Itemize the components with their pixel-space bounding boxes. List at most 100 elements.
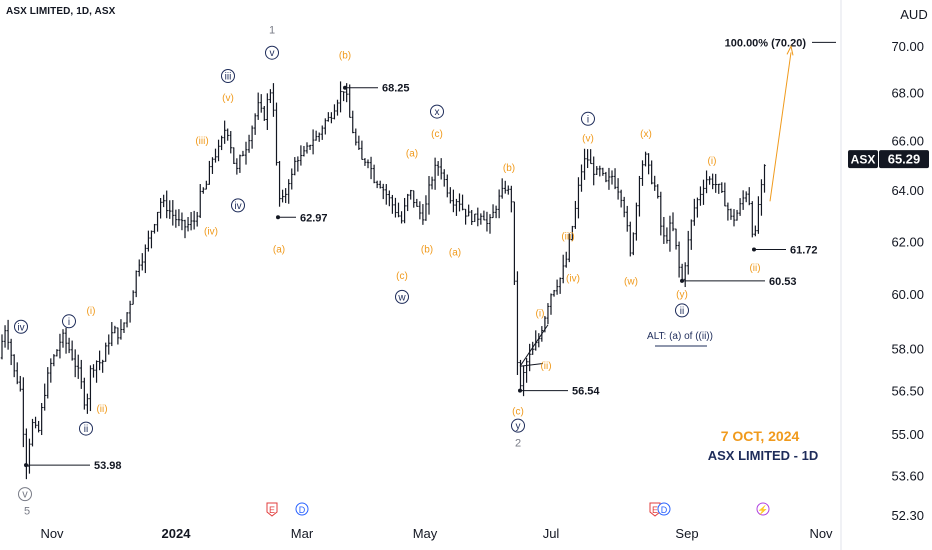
- ohlc-bar: [723, 182, 727, 207]
- wave-label: (v): [582, 134, 594, 145]
- wave-label: (c): [396, 271, 408, 282]
- ohlc-bar: [67, 337, 71, 354]
- ohlc-bar: [116, 327, 120, 345]
- ohlc-bar: [586, 149, 589, 169]
- ohlc-bar: [760, 179, 763, 216]
- ohlc-bar: [238, 154, 242, 173]
- split-event-icon[interactable]: [756, 502, 770, 516]
- ohlc-bar: [357, 135, 361, 150]
- ohlc-bar: [488, 214, 492, 234]
- wave-label: (w): [624, 276, 638, 287]
- ohlc-bar: [171, 200, 175, 226]
- ohlc-bar: [15, 362, 19, 385]
- earnings-event-icon[interactable]: [649, 502, 661, 517]
- ohlc-bar: [345, 83, 348, 103]
- ohlc-bar: [708, 176, 711, 185]
- ohlc-bar: [278, 161, 281, 207]
- level-dot: [343, 85, 347, 90]
- ohlc-bar: [577, 177, 580, 219]
- ohlc-bar: [461, 194, 464, 211]
- earnings-event-icon[interactable]: [266, 502, 278, 517]
- ohlc-bar: [0, 334, 4, 360]
- ohlc-bar: [98, 350, 101, 371]
- ohlc-bar: [610, 170, 614, 185]
- ohlc-bar: [28, 438, 31, 474]
- ohlc-bar: [754, 225, 757, 237]
- wave-label: (a): [449, 247, 461, 258]
- wave-label: (a): [406, 148, 418, 159]
- ohlc-bar: [635, 202, 638, 241]
- wave-label: (b): [421, 245, 433, 256]
- ohlc-bar: [293, 157, 297, 176]
- ohlc-bar: [317, 132, 321, 142]
- ohlc-bar: [491, 204, 495, 219]
- ohlc-bar: [561, 254, 565, 284]
- x-tick-label: Nov: [809, 526, 833, 541]
- level-label: 61.72: [790, 245, 818, 257]
- ohlc-bar: [528, 343, 531, 372]
- ohlc-bar: [366, 159, 370, 169]
- ohlc-bar: [22, 377, 25, 448]
- wave-label: iv: [17, 322, 24, 333]
- ohlc-bar: [381, 183, 385, 200]
- wave-label: i: [68, 317, 70, 328]
- ohlc-bar: [61, 329, 65, 348]
- wave-label: (b): [503, 163, 515, 174]
- ohlc-bar: [638, 175, 641, 217]
- ohlc-bar: [311, 129, 315, 155]
- y-tick-label: 64.00: [891, 183, 924, 198]
- wave-label: 1: [269, 24, 275, 36]
- ohlc-bar: [717, 183, 721, 194]
- y-tick-label: 66.00: [891, 134, 924, 149]
- ohlc-bar: [128, 300, 132, 323]
- ohlc-bar: [439, 158, 443, 180]
- ohlc-bar: [680, 263, 684, 282]
- ohlc-bar: [552, 289, 556, 297]
- wave-label: (ii): [96, 404, 107, 415]
- ohlc-bar: [589, 149, 592, 165]
- wave-label-circle: [511, 418, 525, 433]
- ohlc-bar: [741, 190, 745, 210]
- wave-label: w: [397, 292, 406, 303]
- ohlc-bar: [165, 190, 168, 219]
- ohlc-bar: [732, 209, 736, 227]
- ohlc-bar: [503, 180, 507, 194]
- ohlc-bar: [64, 327, 68, 354]
- ohlc-bar: [629, 221, 632, 257]
- dividend-event-icon[interactable]: [295, 502, 309, 516]
- ohlc-bar: [568, 233, 571, 263]
- ohlc-bar: [394, 197, 397, 218]
- wave-label: (b): [339, 51, 351, 62]
- ohlc-bar: [616, 178, 620, 200]
- wave-label-circle: [18, 487, 32, 502]
- ohlc-bar: [342, 91, 345, 102]
- wave-label-circle: [221, 69, 235, 84]
- y-tick-label: 53.60: [891, 468, 924, 483]
- ohlc-bar: [330, 112, 333, 124]
- ohlc-bar: [101, 359, 104, 373]
- level-label: 60.53: [769, 276, 797, 288]
- y-tick-label: 58.00: [891, 342, 924, 357]
- ohlc-bar: [229, 131, 233, 154]
- wave-label: iv: [234, 201, 241, 212]
- ohlc-bar: [134, 270, 138, 298]
- ohlc-bar: [656, 184, 660, 199]
- ohlc-bar: [256, 92, 260, 120]
- ohlc-bar: [180, 212, 184, 231]
- wave-label: ii: [84, 424, 88, 435]
- ohlc-bar: [86, 393, 89, 414]
- ohlc-bar: [452, 189, 455, 213]
- ohlc-bar: [751, 201, 754, 238]
- ohlc-bar: [162, 194, 165, 208]
- ohlc-bar: [223, 120, 226, 144]
- event-icon-letter: ⚡: [757, 504, 768, 516]
- dividend-event-icon[interactable]: [657, 502, 671, 516]
- x-tick-label: Jul: [543, 526, 560, 541]
- ohlc-bar: [546, 303, 550, 325]
- symbol-badge-text: ASX: [851, 153, 876, 167]
- ohlc-bar: [144, 244, 147, 274]
- ohlc-bar: [644, 151, 647, 167]
- ohlc-bar: [763, 164, 766, 193]
- ohlc-bar: [442, 169, 446, 187]
